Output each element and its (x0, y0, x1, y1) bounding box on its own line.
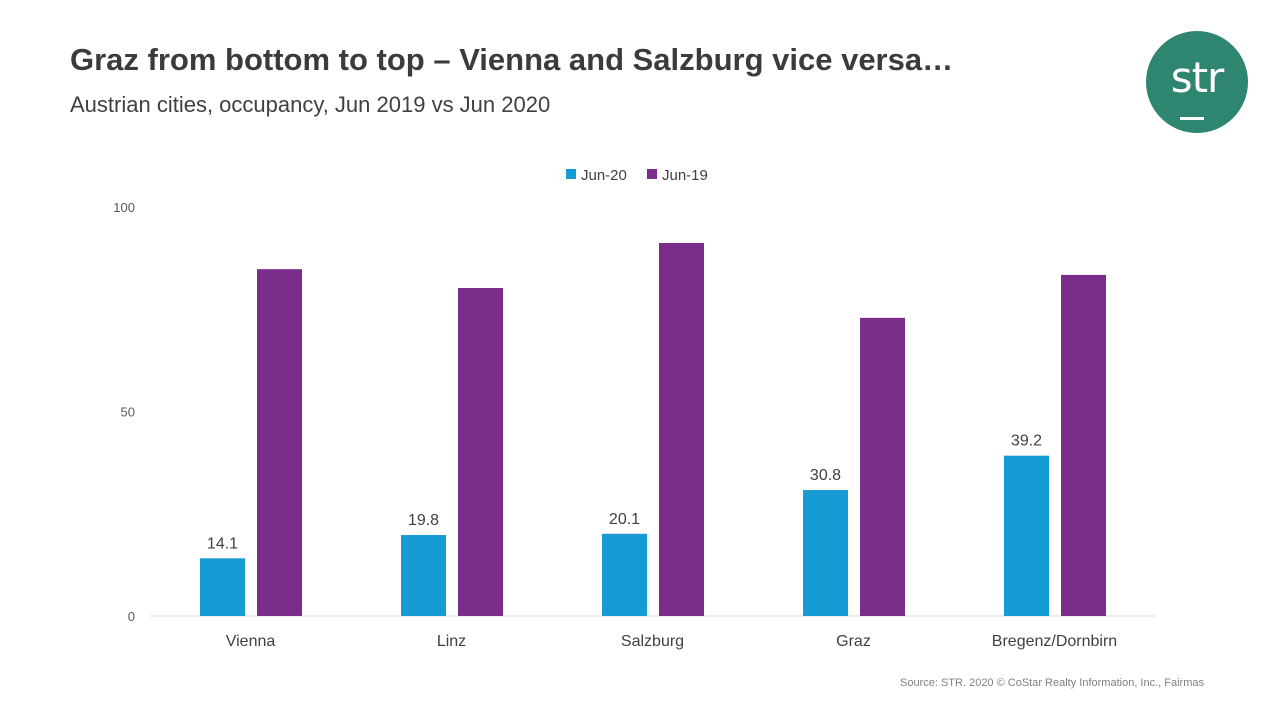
legend-label: Jun-20 (581, 167, 627, 184)
data-label: 14.1 (207, 535, 238, 552)
bar-jun-20 (200, 558, 245, 616)
bar-jun-19 (257, 269, 302, 616)
bar-jun-20 (1004, 455, 1049, 616)
bar-jun-19 (1061, 274, 1106, 616)
legend-swatch-jun-20 (566, 169, 576, 179)
bar-jun-19 (458, 287, 503, 616)
bar-jun-20 (401, 535, 446, 616)
logo-text: str (1170, 53, 1225, 102)
bar-jun-19 (659, 242, 704, 616)
y-tick-label: 50 (121, 405, 135, 420)
logo-underline (1180, 117, 1204, 120)
x-tick-label: Vienna (226, 633, 276, 650)
x-tick-label: Linz (437, 633, 466, 650)
x-tick-label: Salzburg (621, 633, 684, 650)
y-tick-label: 0 (128, 609, 135, 624)
y-tick-label: 100 (113, 200, 135, 215)
page-subtitle: Austrian cities, occupancy, Jun 2019 vs … (70, 92, 551, 117)
bar-jun-20 (803, 490, 848, 616)
data-label: 30.8 (810, 467, 841, 484)
bar-jun-20 (602, 533, 647, 616)
page-title: Graz from bottom to top – Vienna and Sal… (70, 42, 954, 77)
source-note: Source: STR. 2020 © CoStar Realty Inform… (900, 677, 1204, 689)
legend-label: Jun-19 (662, 167, 708, 184)
x-tick-label: Bregenz/Dornbirn (992, 633, 1117, 650)
legend-swatch-jun-19 (647, 169, 657, 179)
data-label: 20.1 (609, 511, 640, 528)
str-logo: str (1146, 31, 1248, 133)
bar-jun-19 (860, 317, 905, 616)
x-tick-label: Graz (836, 633, 871, 650)
data-label: 19.8 (408, 512, 439, 529)
data-label: 39.2 (1011, 433, 1042, 450)
